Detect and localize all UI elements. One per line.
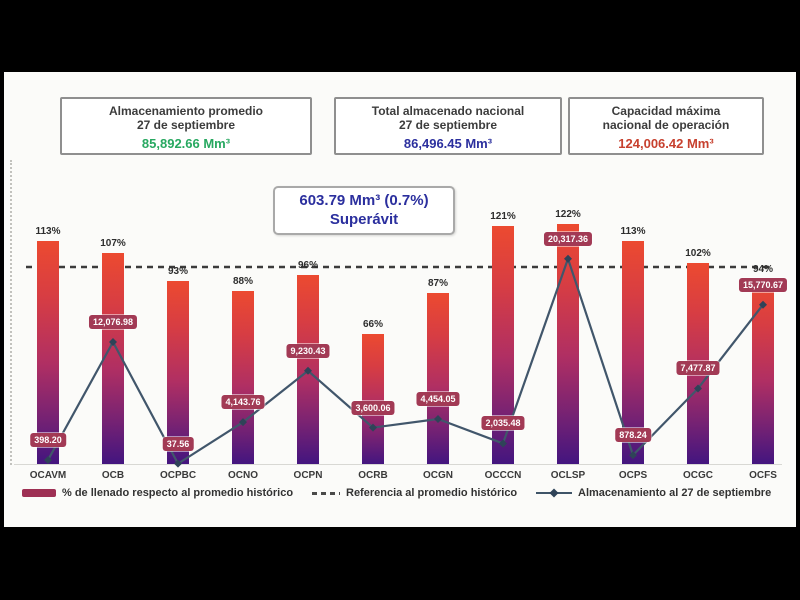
summary-title: Almacenamiento promedio 27 de septiembre	[108, 104, 264, 133]
surplus-callout: 603.79 Mm³ (0.7%) Superávit	[273, 186, 455, 235]
storage-value-label: 878.24	[615, 428, 651, 443]
category-label-ocgn: OCGN	[423, 470, 453, 481]
bar-ocfs	[752, 279, 774, 464]
surplus-value: 603.79 Mm³ (0.7%)	[299, 192, 429, 209]
bar-ocgn	[427, 293, 449, 464]
bar-percent-label: 122%	[555, 209, 581, 220]
legend-label: % de llenado respecto al promedio histór…	[62, 487, 294, 499]
summary-box-total-stored: Total almacenado nacional 27 de septiemb…	[334, 97, 562, 155]
legend-item-storage: Almacenamiento al 27 de septiembre	[536, 487, 771, 499]
bar-percent-label: 96%	[297, 260, 318, 271]
bar-oclsp	[557, 224, 579, 464]
summary-value: 124,006.42 Mm³	[618, 135, 714, 151]
bar-percent-label: 107%	[100, 238, 126, 249]
storage-value-label: 4,454.05	[416, 392, 460, 406]
storage-value-label: 9,230.43	[286, 343, 330, 358]
storage-value-label: 20,317.36	[543, 231, 593, 246]
storage-value-label: 37.56	[162, 436, 194, 451]
category-label-ocps: OCPS	[618, 470, 648, 481]
summary-title: Total almacenado nacional 27 de septiemb…	[371, 104, 525, 133]
storage-value-label: 12,076.98	[88, 315, 138, 330]
category-label-ocgc: OCGC	[683, 470, 713, 481]
bar-percent-label: 94%	[752, 264, 773, 275]
bar-percent-label: 113%	[35, 226, 61, 237]
category-label-ocfs: OCFS	[749, 470, 777, 481]
summary-box-max-capacity: Capacidad máxima nacional de operación 1…	[568, 97, 764, 155]
category-label-ocpbc: OCPBC	[159, 470, 197, 481]
legend-label: Almacenamiento al 27 de septiembre	[578, 487, 772, 499]
summary-value: 86,496.45 Mm³	[403, 135, 493, 151]
legend-label: Referencia al promedio histórico	[346, 487, 518, 499]
category-label-ocno: OCNO	[228, 470, 258, 481]
bar-ocrb	[362, 334, 384, 464]
category-label-ocrb: OCRB	[358, 470, 388, 481]
category-label-ocavm: OCAVM	[29, 470, 67, 481]
bar-percent-label: 113%	[620, 226, 646, 237]
y-axis-line	[10, 160, 12, 465]
bar-swatch-icon	[22, 489, 56, 497]
category-label-ocpn: OCPN	[293, 470, 323, 481]
storage-value-label: 15,770.67	[738, 277, 788, 292]
bar-ocno	[232, 291, 254, 464]
line-diamond-icon	[536, 492, 572, 494]
bar-ocpn	[297, 275, 319, 464]
x-axis-line	[14, 464, 782, 465]
bar-ocavm	[37, 241, 59, 464]
bar-percent-label: 121%	[490, 211, 516, 222]
legend-item-reference: Referencia al promedio histórico	[312, 487, 517, 499]
summary-value: 85,892.66 Mm³	[141, 135, 231, 151]
category-label-occcn: OCCCN	[484, 470, 522, 481]
bar-percent-label: 102%	[685, 248, 711, 259]
storage-value-label: 4,143.76	[221, 395, 265, 410]
category-label-ocb: OCB	[101, 470, 125, 481]
summary-box-average-storage: Almacenamiento promedio 27 de septiembre…	[60, 97, 312, 155]
bar-percent-label: 66%	[362, 319, 383, 330]
storage-value-label: 7,477.87	[676, 361, 720, 376]
legend-item-fill-percent: % de llenado respecto al promedio histór…	[22, 487, 293, 499]
dashed-line-icon	[312, 491, 340, 495]
surplus-label: Superávit	[329, 210, 399, 228]
storage-value-label: 2,035.48	[481, 416, 525, 431]
bar-percent-label: 87%	[427, 278, 448, 289]
bar-percent-label: 93%	[167, 266, 188, 277]
storage-value-label: 3,600.06	[351, 400, 395, 415]
storage-value-label: 398.20	[30, 432, 66, 447]
bar-percent-label: 88%	[232, 276, 253, 287]
bar-ocb	[102, 253, 124, 464]
summary-title: Capacidad máxima nacional de operación	[602, 104, 730, 133]
category-label-oclsp: OCLSP	[550, 470, 586, 481]
